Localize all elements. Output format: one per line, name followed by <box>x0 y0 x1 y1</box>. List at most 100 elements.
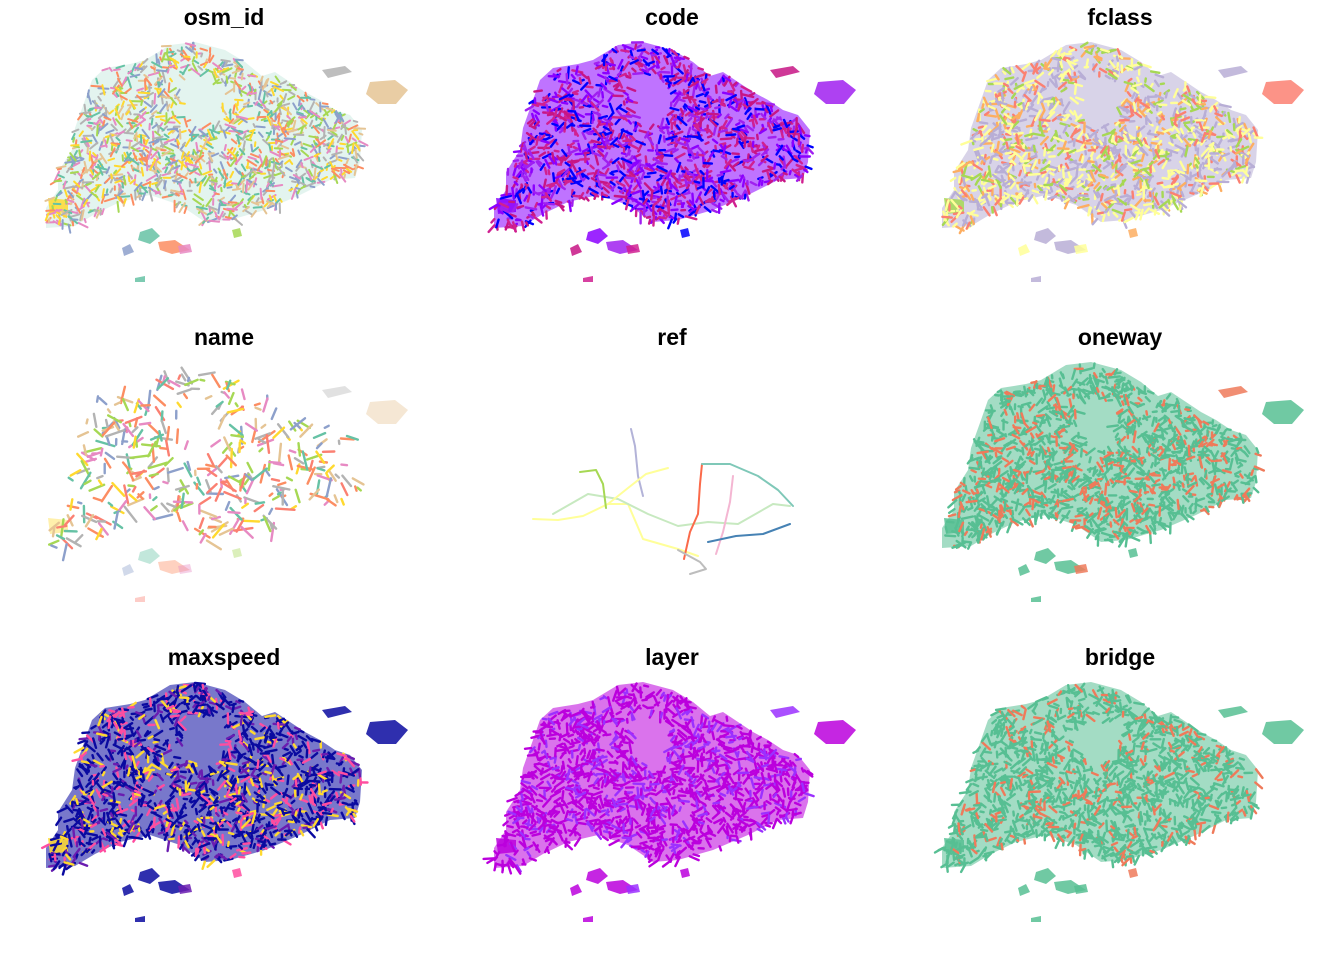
road-segment <box>1126 148 1132 157</box>
road-segment <box>1145 475 1151 481</box>
road-segment <box>124 415 143 425</box>
islet-oneway-8 <box>1031 596 1041 602</box>
road-segment <box>527 148 535 160</box>
road-segment <box>1167 198 1171 205</box>
road-segment <box>1160 207 1171 217</box>
road-segment <box>584 89 593 99</box>
road-segment <box>669 183 679 192</box>
road-segment <box>1211 432 1217 439</box>
road-segment <box>607 112 615 121</box>
road-segment <box>987 184 997 190</box>
road-segment <box>222 379 240 390</box>
road-segment <box>1208 141 1215 154</box>
road-segment <box>169 64 176 69</box>
road-segment <box>325 464 335 474</box>
road-segment <box>499 194 513 200</box>
road-segment <box>689 148 696 160</box>
road-segment <box>117 88 123 101</box>
road-segment <box>289 160 294 165</box>
road-segment <box>1096 211 1104 215</box>
road-segment <box>51 205 55 211</box>
road-segment <box>1091 217 1099 226</box>
road-segment <box>1060 441 1072 447</box>
road-segment <box>198 517 205 530</box>
road-segment <box>128 121 134 129</box>
road-segment <box>982 206 991 217</box>
road-segment <box>220 480 237 493</box>
road-segment <box>127 497 145 507</box>
road-segment <box>652 157 663 165</box>
road-segment <box>627 132 637 142</box>
road-segment <box>765 102 776 106</box>
road-segment <box>260 423 267 429</box>
road-segment <box>577 142 582 152</box>
road-segment <box>1106 184 1115 191</box>
road-segment <box>579 71 589 80</box>
road-segment <box>112 173 124 177</box>
road-segment <box>955 162 966 170</box>
road-segment <box>1131 445 1139 454</box>
road-segment <box>764 108 769 114</box>
road-segment <box>645 215 652 219</box>
road-segment <box>238 129 244 133</box>
road-segment <box>1056 115 1064 119</box>
road-segment <box>1110 200 1118 204</box>
road-segment <box>727 178 740 183</box>
road-segment <box>539 204 545 217</box>
road-segment <box>646 171 657 175</box>
road-segment <box>285 476 294 482</box>
road-segment <box>1076 179 1082 185</box>
road-segment <box>1060 409 1065 420</box>
road-segment <box>76 452 89 467</box>
road-segment <box>773 162 777 170</box>
road-segment <box>1122 153 1128 160</box>
road-segment <box>1023 189 1030 198</box>
road-segment <box>1099 145 1107 154</box>
road-segment <box>117 105 124 115</box>
road-segment <box>226 161 231 167</box>
road-segment <box>267 177 271 183</box>
road-segment <box>343 163 354 171</box>
road-segment <box>512 176 519 181</box>
road-segment <box>1020 401 1032 407</box>
road-segment <box>1222 136 1228 140</box>
road-segment <box>80 459 91 478</box>
road-segment <box>1095 201 1101 211</box>
road-segment <box>687 105 698 112</box>
road-segment <box>601 132 606 139</box>
road-segment <box>566 66 571 80</box>
road-segment <box>1132 430 1137 444</box>
road-segment <box>1154 73 1165 79</box>
road-segment <box>518 187 525 194</box>
road-segment <box>955 209 963 219</box>
road-segment <box>197 65 204 71</box>
road-segment <box>1077 507 1088 516</box>
road-segment <box>555 187 561 195</box>
road-segment <box>1096 506 1103 520</box>
road-segment <box>626 86 637 93</box>
road-segment <box>196 207 208 215</box>
road-segment <box>125 105 132 115</box>
road-segment <box>663 54 669 65</box>
road-segment <box>1015 412 1020 422</box>
road-segment <box>236 67 244 71</box>
road-segment <box>657 134 662 145</box>
road-segment <box>714 84 718 94</box>
road-segment <box>675 140 687 147</box>
road-segment <box>132 152 138 162</box>
road-segment <box>1119 165 1127 173</box>
road-segment <box>93 428 104 438</box>
road-segment <box>264 107 270 111</box>
road-segment <box>1046 80 1050 88</box>
islet-osm_id-8 <box>135 276 145 282</box>
road-segment <box>1110 134 1115 143</box>
road-segment <box>235 60 244 69</box>
road-segment <box>525 221 530 227</box>
road-segment <box>247 104 254 108</box>
road-segment <box>160 149 166 152</box>
road-segment <box>212 62 223 71</box>
road-segment <box>232 128 244 134</box>
road-segment <box>1153 202 1159 210</box>
panel-title-name: name <box>193 324 255 350</box>
road-segment <box>1085 58 1090 69</box>
